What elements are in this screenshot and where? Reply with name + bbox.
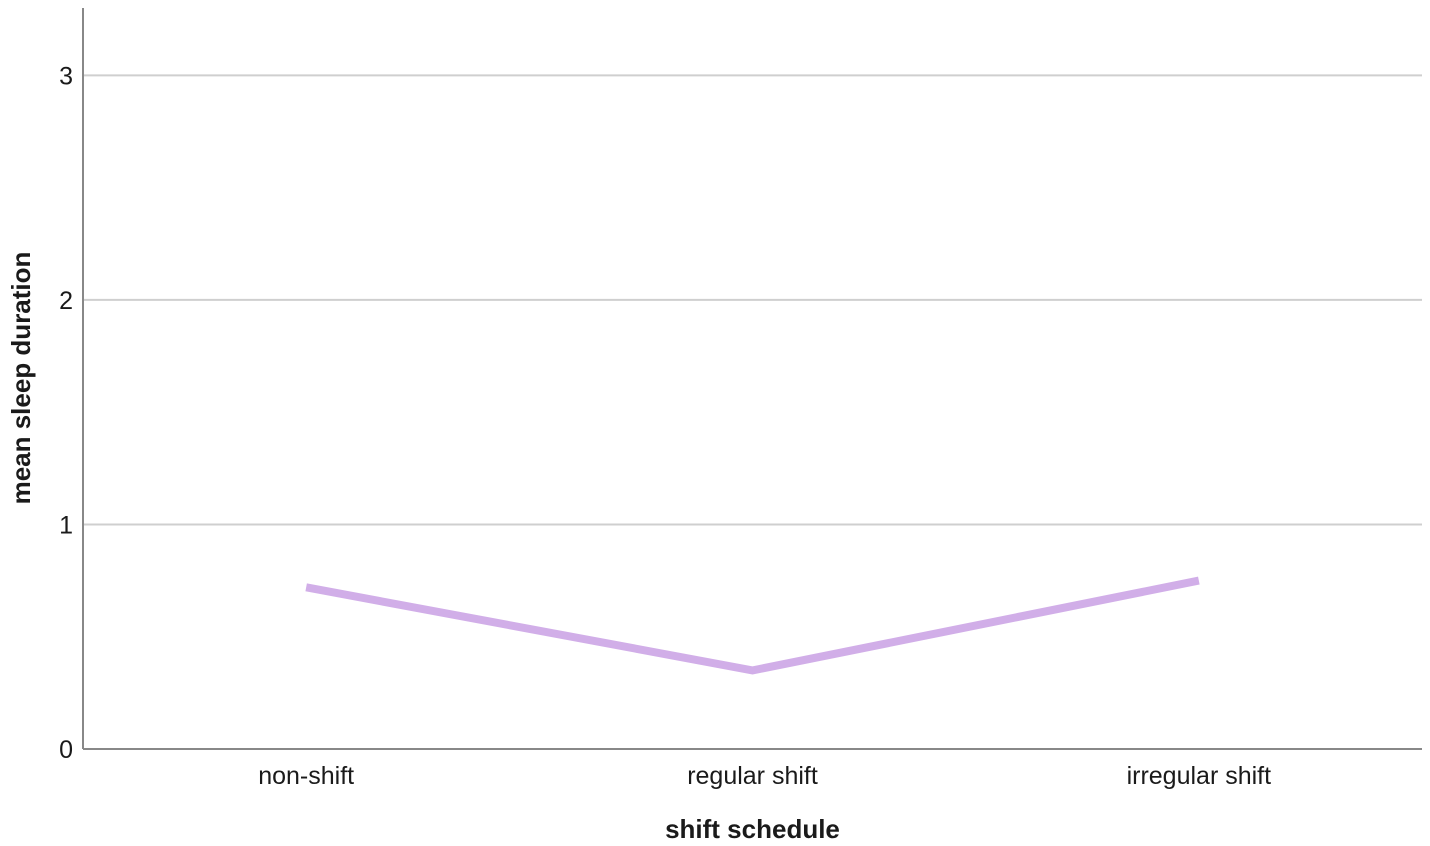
x-axis-title: shift schedule	[665, 814, 840, 844]
x-tick-label: irregular shift	[1127, 762, 1272, 790]
y-tick-label: 2	[59, 287, 73, 315]
y-tick-label: 0	[59, 736, 73, 764]
y-tick-label: 3	[59, 62, 73, 90]
x-tick-label: non-shift	[258, 762, 354, 790]
x-tick-labels: non-shift regular shift irregular shift	[258, 762, 1271, 790]
series-layer	[305, 576, 1200, 675]
y-tick-label: 1	[59, 511, 73, 539]
x-tick-label: regular shift	[687, 762, 818, 790]
axes	[82, 8, 1422, 750]
y-tick-labels: 0 1 2 3	[59, 62, 73, 764]
y-axis-title: mean sleep duration	[6, 252, 36, 505]
series-line	[305, 576, 1200, 675]
gridlines	[83, 74, 1422, 526]
